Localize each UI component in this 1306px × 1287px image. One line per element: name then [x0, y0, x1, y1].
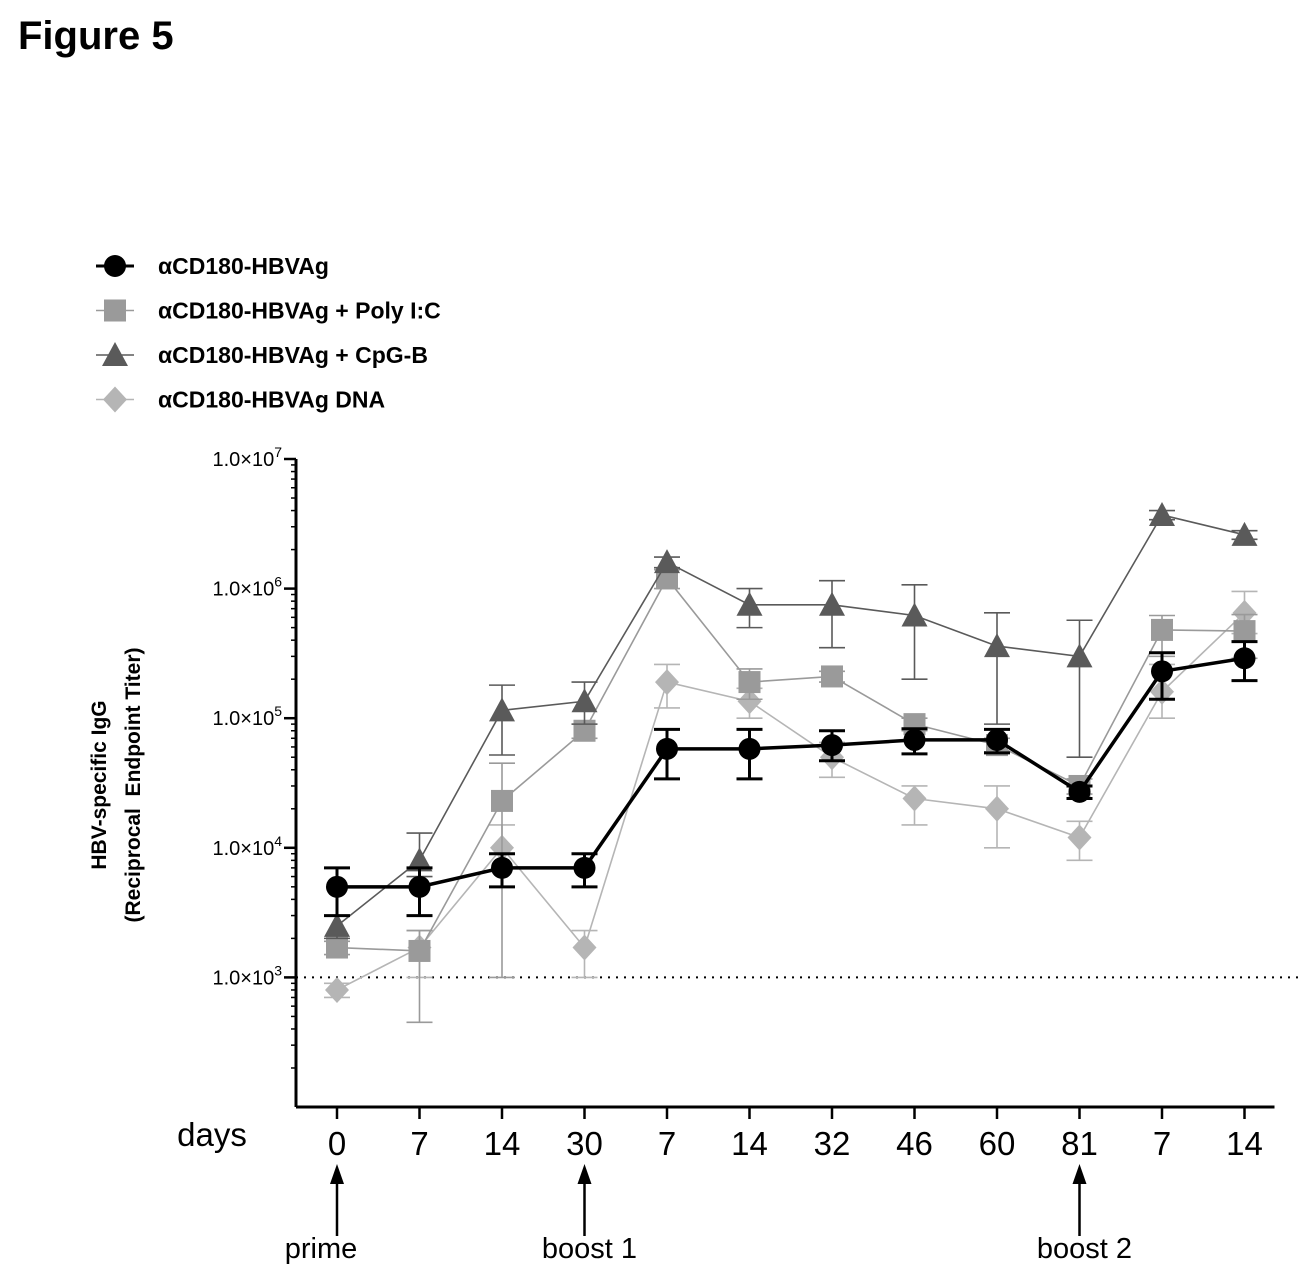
data-point-triangle — [1066, 643, 1093, 668]
series-line — [336, 612, 1246, 991]
x-axis-title: days — [177, 1116, 247, 1153]
data-point-circle — [408, 875, 431, 898]
x-tick-label: 14 — [484, 1125, 521, 1162]
legend-label: αCD180-HBVAg + Poly I:C — [158, 298, 441, 324]
series-line — [337, 656, 1245, 889]
data-point-triangle — [654, 549, 680, 574]
annotations: prime boost 1 boost 2 — [285, 1164, 1132, 1265]
x-tick-label: 7 — [410, 1125, 428, 1162]
x-tick-label: 7 — [1153, 1125, 1171, 1162]
annotation-arrowhead — [577, 1164, 592, 1184]
x-tick-label: 60 — [979, 1125, 1016, 1162]
x-tick-label: 32 — [814, 1125, 851, 1162]
y-tick-label: 1.0×105 — [212, 703, 282, 730]
annotation: boost 2 — [1037, 1164, 1132, 1265]
data-point-square — [408, 939, 431, 962]
data-point-square — [1151, 618, 1173, 641]
data-point-square — [738, 671, 761, 694]
data-point-circle — [1151, 660, 1173, 683]
x-tick-label: 30 — [566, 1125, 603, 1162]
legend: αCD180-HBVAg αCD180-HBVAg + Poly I:C αCD18… — [96, 253, 441, 413]
data-point-triangle — [1231, 521, 1258, 546]
data-point-triangle — [489, 697, 515, 722]
y-tick-label: 1.0×103 — [212, 962, 282, 989]
x-axis-labels: days 0 7 14 30 7 14 32 46 60 81 7 14 — [177, 1116, 1263, 1162]
legend-item: αCD180-HBVAg + Poly I:C — [96, 298, 441, 324]
legend-item: αCD180-HBVAg — [96, 253, 329, 279]
data-point-triangle — [324, 912, 350, 937]
data-point-circle — [326, 875, 348, 898]
data-point-diamond — [1067, 824, 1092, 851]
legend-label: αCD180-HBVAg DNA — [158, 387, 385, 413]
annotation-arrowhead — [330, 1164, 344, 1184]
data-point-square — [491, 789, 513, 812]
data-point-triangle — [406, 847, 433, 872]
data-point-triangle — [901, 602, 928, 627]
x-tick-label: 0 — [328, 1125, 346, 1162]
series-1 — [324, 567, 1258, 1024]
y-axis-label-line2: (Reciprocal Endpoint Titer) — [122, 648, 145, 923]
data-point-diamond — [902, 785, 927, 812]
annotation: boost 1 — [542, 1164, 637, 1265]
data-point-diamond — [103, 386, 127, 413]
data-point-square — [104, 299, 126, 322]
data-point-diamond — [985, 795, 1009, 822]
x-tick-label: 7 — [658, 1125, 676, 1162]
series-2 — [324, 501, 1258, 940]
data-point-square — [326, 936, 348, 959]
data-point-circle — [573, 856, 596, 879]
data-point-circle — [1233, 647, 1256, 670]
legend-label: αCD180-HBVAg — [158, 253, 329, 279]
annotation-label: boost 1 — [542, 1233, 637, 1265]
data-point-circle — [1068, 780, 1091, 803]
data-point-circle — [821, 734, 843, 757]
data-point-triangle — [1149, 501, 1175, 526]
data-point-diamond — [325, 976, 349, 1003]
series-line — [336, 514, 1245, 927]
data-point-triangle — [736, 591, 763, 616]
x-tick-label: 14 — [731, 1125, 768, 1162]
annotation-label: boost 2 — [1037, 1233, 1132, 1265]
series-3 — [324, 590, 1258, 1003]
data-point-diamond — [737, 688, 762, 715]
series-0 — [324, 640, 1258, 918]
y-tick-label: 1.0×106 — [212, 574, 282, 601]
series-line — [336, 576, 1245, 952]
data-point-diamond — [572, 934, 597, 961]
data-point-circle — [903, 728, 926, 751]
legend-item: αCD180-HBVAg DNA — [96, 386, 385, 413]
annotation-arrowhead — [1072, 1164, 1087, 1184]
x-tick-label: 81 — [1061, 1125, 1098, 1162]
series-layer — [324, 501, 1258, 1024]
annotation: prime — [285, 1164, 358, 1265]
data-point-circle — [986, 728, 1008, 751]
data-point-diamond — [1232, 599, 1257, 626]
figure-label: Figure 5 — [18, 14, 174, 58]
data-point-circle — [738, 737, 761, 760]
axes: 1.0×103 1.0×104 1.0×105 1.0×106 1.0×107 — [212, 444, 1275, 1119]
y-tick-label: 1.0×104 — [212, 833, 282, 860]
data-point-triangle — [102, 342, 128, 366]
data-point-diamond — [655, 669, 679, 696]
data-point-square — [573, 719, 596, 742]
y-tick-label: 1.0×107 — [212, 444, 282, 471]
y-axis-label-line1: HBV-specific IgG — [88, 700, 111, 869]
data-point-triangle — [984, 633, 1010, 658]
data-point-circle — [104, 255, 126, 277]
y-axis-label: HBV-specific IgG (Reciprocal Endpoint Ti… — [88, 648, 145, 923]
data-point-triangle — [571, 688, 598, 713]
data-point-square — [1233, 620, 1256, 643]
x-tick-label: 14 — [1226, 1125, 1263, 1162]
data-point-circle — [491, 856, 513, 879]
legend-item: αCD180-HBVAg + CpG-B — [96, 342, 428, 368]
data-point-square — [821, 665, 843, 688]
annotation-label: prime — [285, 1233, 358, 1265]
data-point-circle — [656, 737, 678, 760]
legend-label: αCD180-HBVAg + CpG-B — [158, 342, 428, 368]
x-tick-label: 46 — [896, 1125, 933, 1162]
data-point-triangle — [819, 591, 845, 616]
